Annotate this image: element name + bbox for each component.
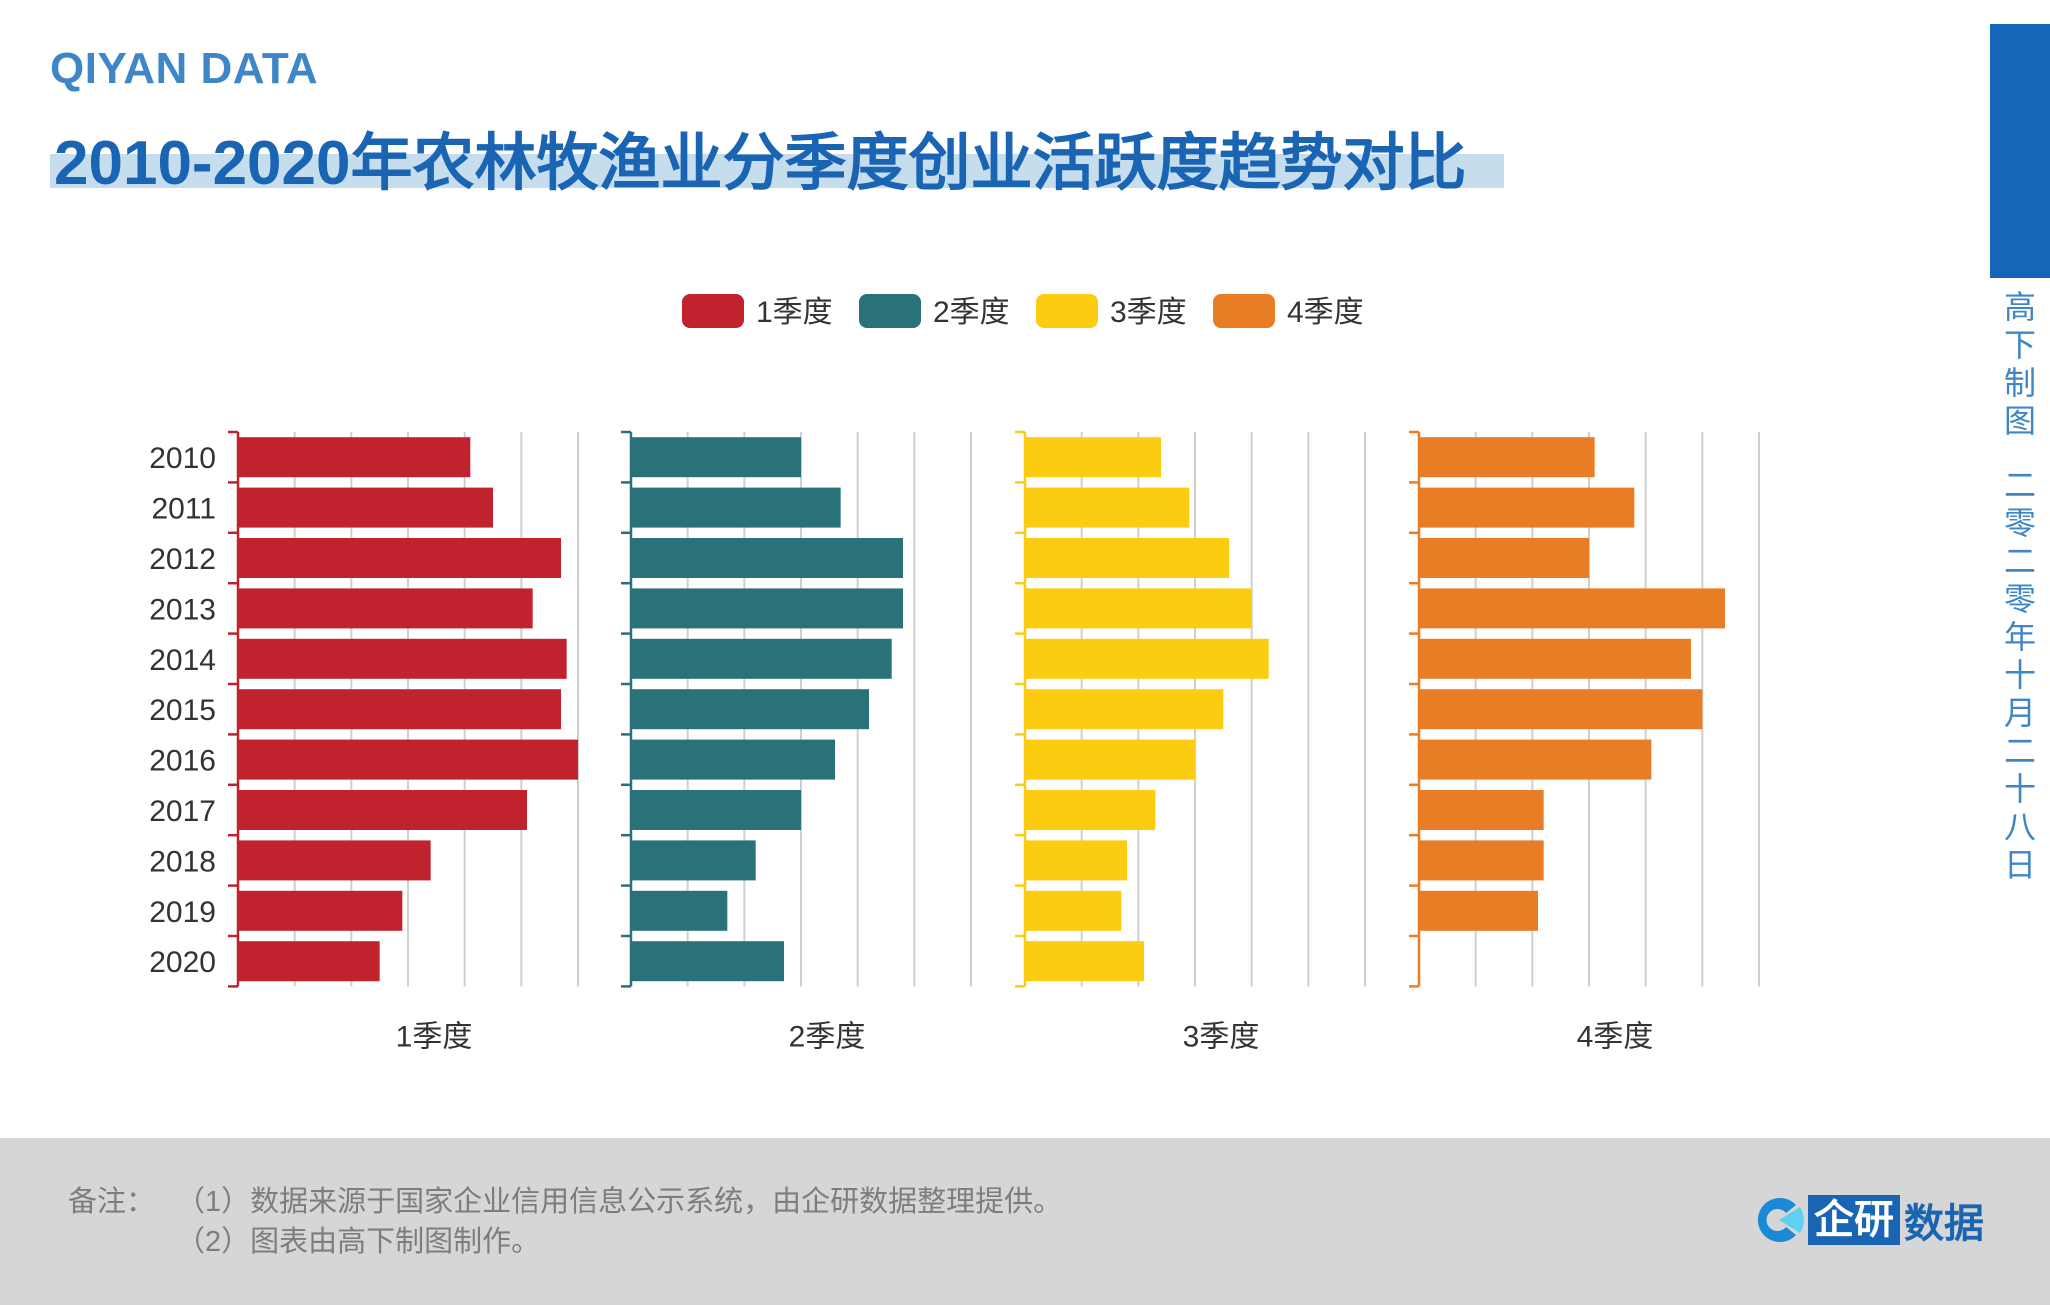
bar-q4-2012 <box>1419 538 1589 578</box>
legend-label-1: 1季度 <box>756 296 833 329</box>
bar-q4-2016 <box>1419 739 1652 780</box>
side-accent-bar <box>1990 24 2050 278</box>
note-label: 备注： <box>68 1186 156 1218</box>
bar-q2-2014 <box>631 638 892 679</box>
y-tick-label-2017: 2017 <box>149 795 216 828</box>
bar-q1-2014 <box>238 638 567 679</box>
bar-q3-2010 <box>1025 437 1161 478</box>
bar-q2-2012 <box>631 538 903 578</box>
side-caption: 高下制图 二零二零年十月二十八日 <box>1998 288 2042 884</box>
bar-q2-2020 <box>631 941 784 982</box>
footer-note: 备注： （1）数据来源于国家企业信用信息公示系统，由企研数据整理提供。 （2）图… <box>68 1182 1062 1262</box>
bar-q2-2017 <box>631 790 801 830</box>
y-tick-label-2015: 2015 <box>149 694 216 727</box>
bar-q4-2013 <box>1419 588 1725 629</box>
bar-q4-2015 <box>1419 689 1703 730</box>
bar-q3-2020 <box>1025 941 1144 982</box>
bar-q4-2011 <box>1419 487 1635 528</box>
note-line-2: （2）图表由高下制图制作。 <box>176 1226 541 1258</box>
chart-labels: 2010 2011 2012 2013 2014 2015 2016 2017 2018 2019… <box>149 442 1653 1053</box>
bar-q3-2015 <box>1025 689 1224 730</box>
bar-q3-2017 <box>1025 790 1156 830</box>
y-tick-label-2013: 2013 <box>149 593 216 626</box>
bar-q3-2011 <box>1025 487 1190 528</box>
brand-label: QIYAN DATA <box>50 44 319 93</box>
bar-q1-2018 <box>238 840 431 881</box>
panel-label-1: 1季度 <box>396 1020 473 1053</box>
bar-q4-2017 <box>1419 790 1544 830</box>
y-tick-label-2019: 2019 <box>149 896 216 929</box>
panel-label-2: 2季度 <box>789 1020 866 1053</box>
legend-swatch-4 <box>1213 294 1275 328</box>
y-tick-label-2016: 2016 <box>149 745 216 778</box>
bar-q4-2018 <box>1419 840 1544 881</box>
bar-q1-2020 <box>238 941 380 982</box>
y-tick-label-2018: 2018 <box>149 845 216 878</box>
logo-text-rest: 数据 <box>1904 1202 1984 1246</box>
quarterly-bar-chart: 1季度 2季度 3季度 4季度 201020112012201320142015201… <box>149 294 1760 1053</box>
bar-q4-2019 <box>1419 890 1538 931</box>
y-tick-label-2020: 2020 <box>149 946 216 979</box>
bar-q1-2017 <box>238 790 527 830</box>
bar-q1-2015 <box>238 689 561 730</box>
bar-q1-2011 <box>238 487 493 528</box>
legend-swatch-2 <box>859 294 921 328</box>
y-tick-label-2010: 2010 <box>149 442 216 475</box>
y-tick-label-2011: 2011 <box>151 493 216 526</box>
company-logo: 企研 数据 <box>1752 1192 1984 1248</box>
bar-q2-2015 <box>631 689 869 730</box>
bar-q1-2013 <box>238 588 533 629</box>
bar-q1-2019 <box>238 890 403 931</box>
bar-q1-2010 <box>238 437 471 478</box>
bar-q3-2018 <box>1025 840 1127 881</box>
chart-axes <box>228 430 1421 988</box>
bar-q2-2018 <box>631 840 756 881</box>
logo-mark-icon <box>1757 1198 1804 1242</box>
legend-label-4: 4季度 <box>1287 296 1364 329</box>
bar-q2-2011 <box>631 487 841 528</box>
bar-q2-2019 <box>631 890 728 931</box>
logo-text-main: 企研 <box>1808 1195 1900 1245</box>
legend-swatch-1 <box>682 294 744 328</box>
legend-swatch-3 <box>1036 294 1098 328</box>
bar-q2-2010 <box>631 437 801 478</box>
chart-bars <box>238 437 1725 982</box>
bar-q3-2014 <box>1025 638 1269 679</box>
bar-q4-2010 <box>1419 437 1595 478</box>
bar-q3-2016 <box>1025 739 1195 780</box>
chart-legend: 1季度 2季度 3季度 4季度 <box>682 294 1364 329</box>
panel-label-4: 4季度 <box>1577 1020 1654 1053</box>
bar-q2-2016 <box>631 739 835 780</box>
bar-q3-2013 <box>1025 588 1252 629</box>
bar-q1-2016 <box>238 739 578 780</box>
title-highlight <box>50 154 1504 188</box>
bar-q3-2012 <box>1025 538 1229 578</box>
legend-label-3: 3季度 <box>1110 296 1187 329</box>
side-caption-author: 高下制图 <box>2003 289 2036 439</box>
side-caption-date: 二零二零年十月二十八日 <box>2003 467 2036 883</box>
note-line-1: （1）数据来源于国家企业信用信息公示系统，由企研数据整理提供。 <box>176 1186 1063 1218</box>
bar-q3-2019 <box>1025 890 1122 931</box>
footer: 备注： （1）数据来源于国家企业信用信息公示系统，由企研数据整理提供。 （2）图… <box>0 1138 2050 1305</box>
legend-label-2: 2季度 <box>933 296 1010 329</box>
bar-q1-2012 <box>238 538 561 578</box>
y-tick-label-2012: 2012 <box>149 543 216 576</box>
panel-label-3: 3季度 <box>1183 1020 1260 1053</box>
y-tick-label-2014: 2014 <box>149 644 216 677</box>
bar-q4-2014 <box>1419 638 1691 679</box>
bar-q2-2013 <box>631 588 903 629</box>
page-title: 2010-2020年农林牧渔业分季度创业活跃度趋势对比 <box>54 129 1467 198</box>
